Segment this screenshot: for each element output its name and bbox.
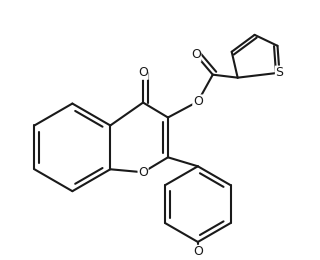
Text: O: O [193,245,203,258]
Text: O: O [191,48,201,61]
Text: S: S [276,66,284,79]
Text: O: O [138,66,148,79]
Text: O: O [193,95,203,108]
Text: O: O [138,166,148,179]
